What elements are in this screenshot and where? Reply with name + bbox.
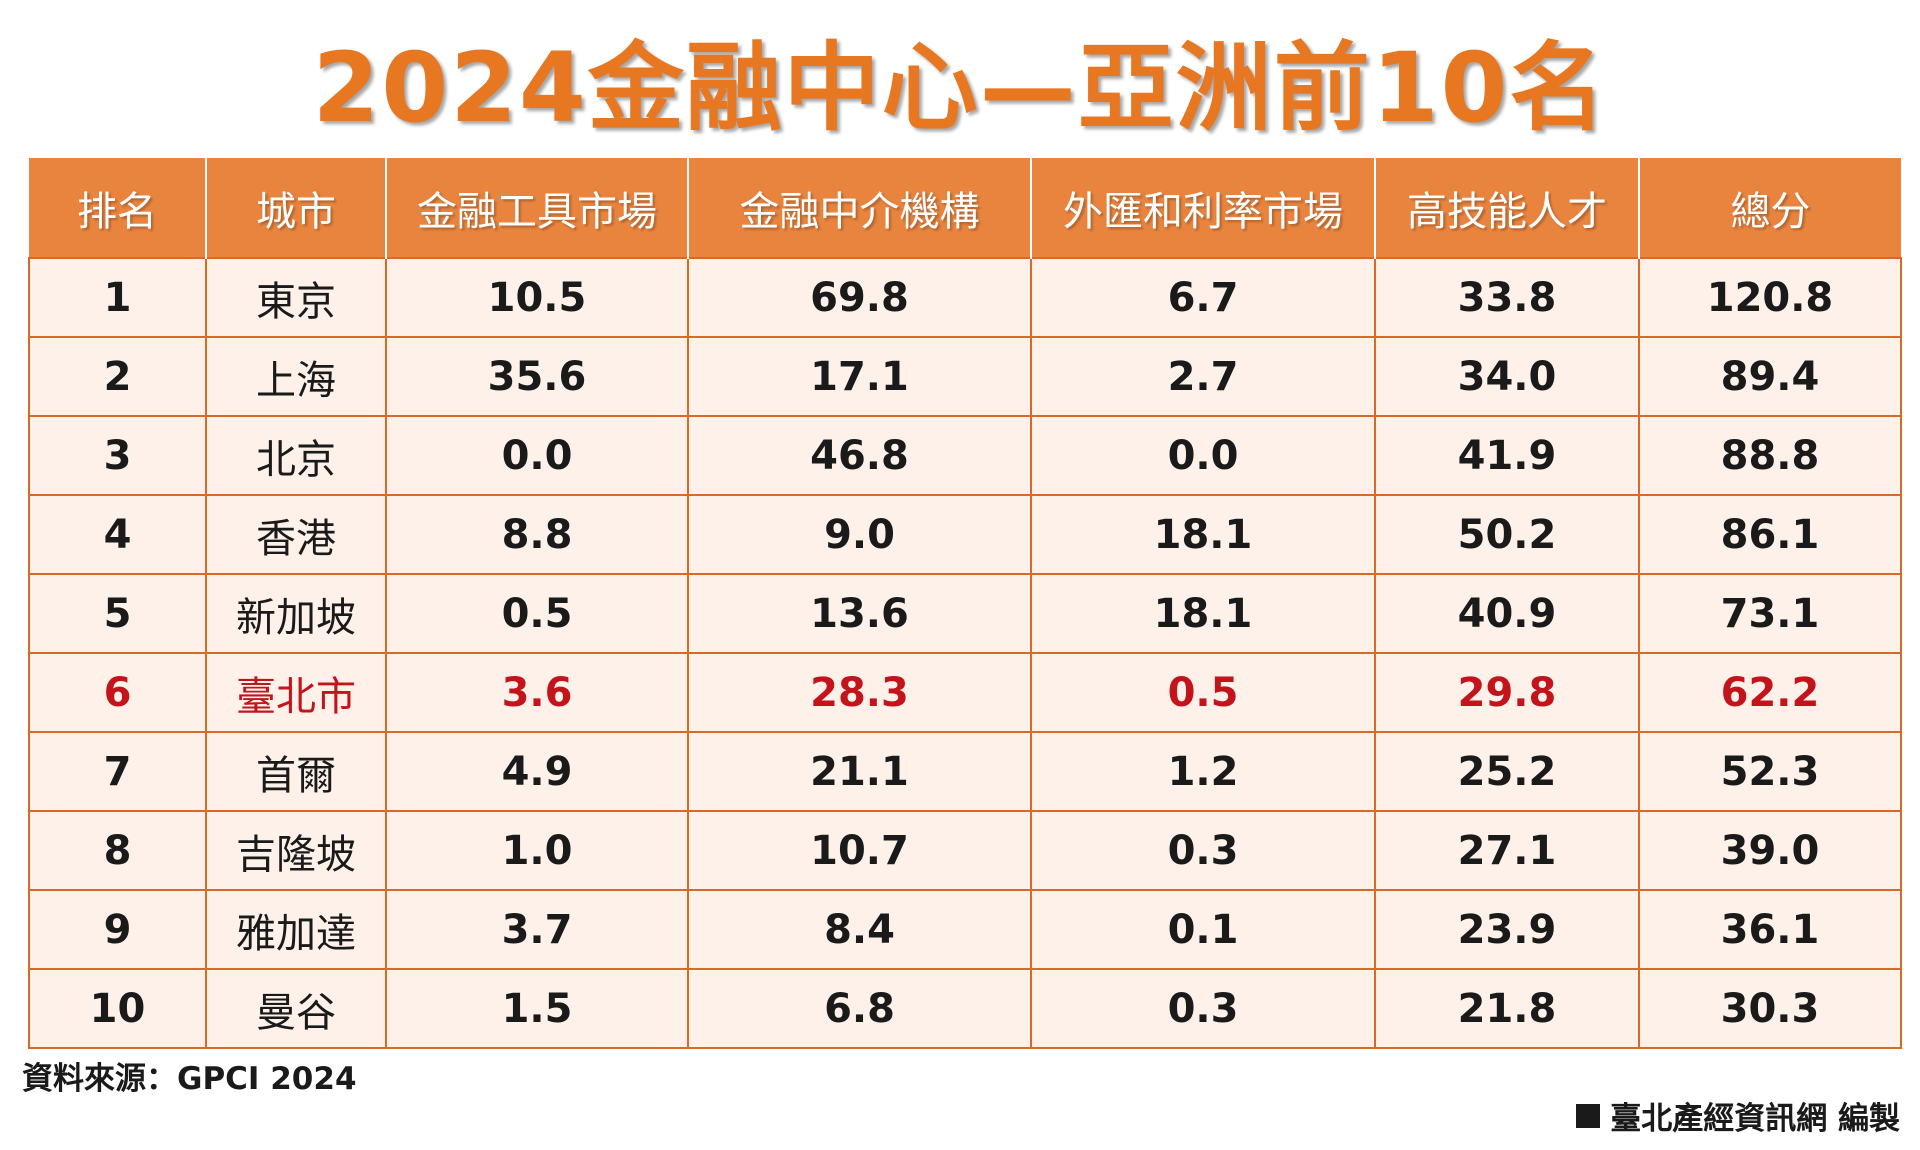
header-rank: 排名 <box>29 158 207 258</box>
ranking-table: 排名 城市 金融工具市場 金融中介機構 外匯和利率市場 高技能人才 總分 1 東… <box>28 158 1902 1049</box>
cell-talent: 21.8 <box>1374 968 1640 1049</box>
cell-city: 北京 <box>205 415 387 496</box>
cell-rank: 7 <box>28 731 207 812</box>
cell-financial-instruments: 3.6 <box>385 652 689 733</box>
source-note: 資料來源：GPCI 2024 <box>22 1061 357 1097</box>
table-row: 3 北京 0.0 46.8 0.0 41.9 88.8 <box>28 415 1902 496</box>
table-row-highlighted: 6 臺北市 3.6 28.3 0.5 29.8 62.2 <box>28 652 1902 733</box>
cell-financial-intermediaries: 21.1 <box>687 731 1032 812</box>
table-row: 2 上海 35.6 17.1 2.7 34.0 89.4 <box>28 336 1902 417</box>
cell-financial-instruments: 0.0 <box>385 415 689 496</box>
cell-financial-intermediaries: 17.1 <box>687 336 1032 417</box>
cell-financial-instruments: 1.5 <box>385 968 689 1049</box>
cell-city: 臺北市 <box>205 652 387 733</box>
cell-rank: 5 <box>28 573 207 654</box>
square-bullet-icon <box>1576 1103 1601 1128</box>
cell-financial-intermediaries: 28.3 <box>687 652 1032 733</box>
cell-city: 東京 <box>205 257 387 338</box>
cell-fx-rates: 0.3 <box>1030 968 1376 1049</box>
cell-rank: 9 <box>28 889 207 970</box>
credit-text: 臺北產經資訊網 編製 <box>1610 1101 1900 1137</box>
header-city: 城市 <box>206 158 387 258</box>
cell-financial-instruments: 10.5 <box>385 257 689 338</box>
cell-city: 香港 <box>205 494 387 575</box>
table-row: 10 曼谷 1.5 6.8 0.3 21.8 30.3 <box>28 968 1902 1049</box>
cell-total: 88.8 <box>1638 415 1902 496</box>
cell-rank: 2 <box>28 336 207 417</box>
cell-talent: 33.8 <box>1374 257 1640 338</box>
cell-talent: 41.9 <box>1374 415 1640 496</box>
cell-financial-instruments: 1.0 <box>385 810 689 891</box>
cell-fx-rates: 1.2 <box>1030 731 1376 812</box>
cell-rank: 10 <box>28 968 207 1049</box>
cell-fx-rates: 0.1 <box>1030 889 1376 970</box>
ranking-table-container: 排名 城市 金融工具市場 金融中介機構 外匯和利率市場 高技能人才 總分 1 東… <box>28 158 1902 1049</box>
cell-fx-rates: 0.5 <box>1030 652 1376 733</box>
page-title: 2024金融中心—亞洲前10名 <box>312 32 1608 144</box>
cell-talent: 29.8 <box>1374 652 1640 733</box>
cell-total: 89.4 <box>1638 336 1902 417</box>
cell-rank: 3 <box>28 415 207 496</box>
cell-rank: 6 <box>28 652 207 733</box>
cell-total: 62.2 <box>1638 652 1902 733</box>
cell-city: 上海 <box>205 336 387 417</box>
cell-total: 73.1 <box>1638 573 1902 654</box>
cell-talent: 50.2 <box>1374 494 1640 575</box>
cell-fx-rates: 18.1 <box>1030 573 1376 654</box>
table-row: 9 雅加達 3.7 8.4 0.1 23.9 36.1 <box>28 889 1902 970</box>
cell-fx-rates: 18.1 <box>1030 494 1376 575</box>
cell-financial-intermediaries: 46.8 <box>687 415 1032 496</box>
cell-rank: 4 <box>28 494 207 575</box>
cell-talent: 23.9 <box>1374 889 1640 970</box>
cell-financial-intermediaries: 8.4 <box>687 889 1032 970</box>
cell-financial-instruments: 8.8 <box>385 494 689 575</box>
header-fx-rates-market: 外匯和利率市場 <box>1031 158 1376 258</box>
cell-city: 曼谷 <box>205 968 387 1049</box>
cell-talent: 25.2 <box>1374 731 1640 812</box>
cell-financial-instruments: 3.7 <box>385 889 689 970</box>
cell-total: 120.8 <box>1638 257 1902 338</box>
table-row: 8 吉隆坡 1.0 10.7 0.3 27.1 39.0 <box>28 810 1902 891</box>
cell-total: 36.1 <box>1638 889 1902 970</box>
cell-total: 86.1 <box>1638 494 1902 575</box>
cell-financial-intermediaries: 6.8 <box>687 968 1032 1049</box>
cell-fx-rates: 0.0 <box>1030 415 1376 496</box>
header-high-skill-talent: 高技能人才 <box>1375 158 1640 258</box>
cell-financial-intermediaries: 69.8 <box>687 257 1032 338</box>
cell-city: 吉隆坡 <box>205 810 387 891</box>
header-financial-intermediaries: 金融中介機構 <box>688 158 1032 258</box>
cell-financial-intermediaries: 9.0 <box>687 494 1032 575</box>
cell-fx-rates: 0.3 <box>1030 810 1376 891</box>
cell-talent: 34.0 <box>1374 336 1640 417</box>
cell-city: 新加坡 <box>205 573 387 654</box>
cell-talent: 27.1 <box>1374 810 1640 891</box>
cell-fx-rates: 2.7 <box>1030 336 1376 417</box>
cell-total: 39.0 <box>1638 810 1902 891</box>
table-row: 4 香港 8.8 9.0 18.1 50.2 86.1 <box>28 494 1902 575</box>
cell-financial-instruments: 0.5 <box>385 573 689 654</box>
cell-city: 雅加達 <box>205 889 387 970</box>
cell-fx-rates: 6.7 <box>1030 257 1376 338</box>
cell-financial-instruments: 35.6 <box>385 336 689 417</box>
table-row: 1 東京 10.5 69.8 6.7 33.8 120.8 <box>28 257 1902 338</box>
header-financial-instruments: 金融工具市場 <box>386 158 689 258</box>
cell-total: 52.3 <box>1638 731 1902 812</box>
cell-talent: 40.9 <box>1374 573 1640 654</box>
cell-rank: 1 <box>28 257 207 338</box>
cell-financial-intermediaries: 10.7 <box>687 810 1032 891</box>
table-row: 5 新加坡 0.5 13.6 18.1 40.9 73.1 <box>28 573 1902 654</box>
cell-financial-instruments: 4.9 <box>385 731 689 812</box>
cell-financial-intermediaries: 13.6 <box>687 573 1032 654</box>
credit-line: 臺北產經資訊網 編製 <box>1576 1093 1900 1138</box>
table-header-row: 排名 城市 金融工具市場 金融中介機構 外匯和利率市場 高技能人才 總分 <box>29 158 1901 258</box>
header-total-score: 總分 <box>1639 158 1901 258</box>
table-row: 7 首爾 4.9 21.1 1.2 25.2 52.3 <box>28 731 1902 812</box>
cell-total: 30.3 <box>1638 968 1902 1049</box>
cell-city: 首爾 <box>205 731 387 812</box>
cell-rank: 8 <box>28 810 207 891</box>
